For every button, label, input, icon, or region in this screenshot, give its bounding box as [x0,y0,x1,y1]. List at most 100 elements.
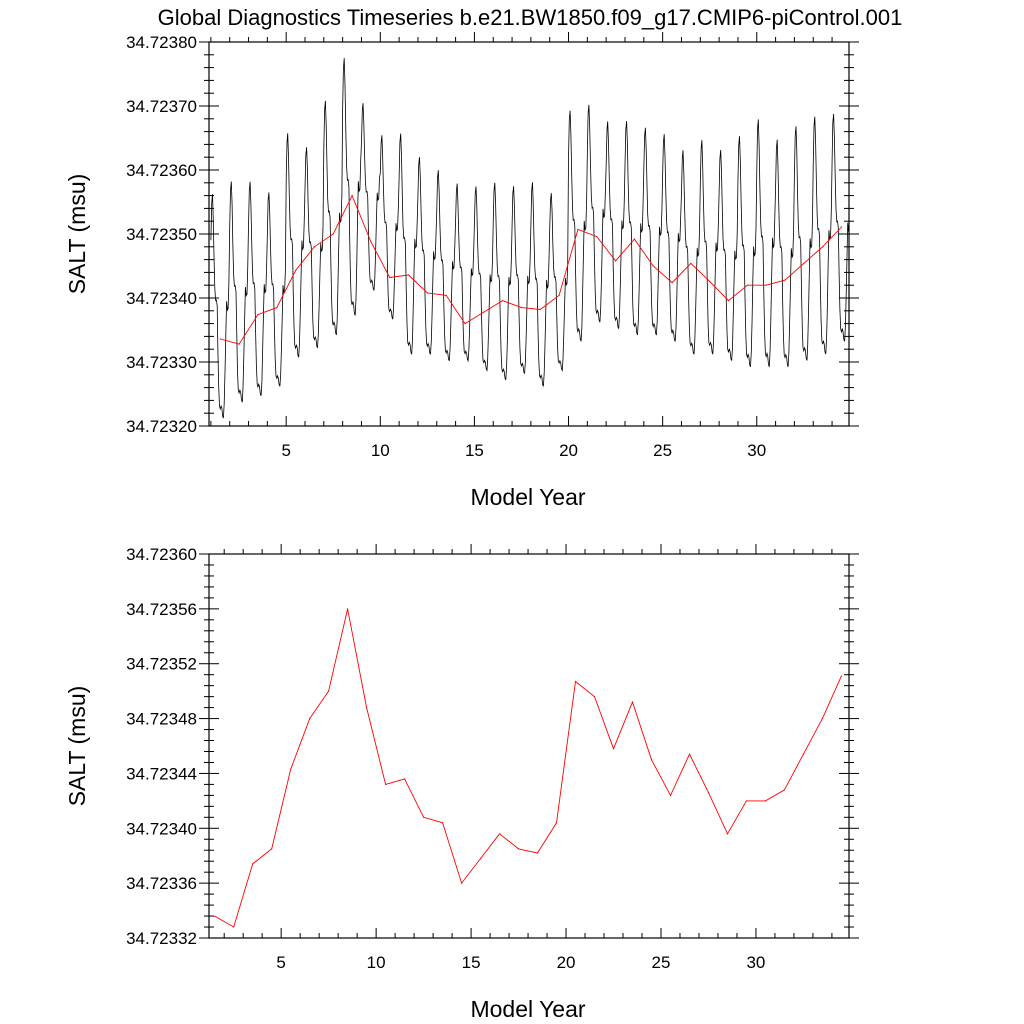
annual-mean-point [366,707,368,709]
annual-mean-point [290,768,292,770]
annual-mean-point [555,822,558,824]
annual-mean-point [309,718,311,720]
y-tick-label: 34.72348 [126,710,197,729]
annual-mean-point [461,882,463,884]
annual-mean-point [520,307,523,309]
annual-mean-point [370,241,372,243]
annual-mean-point [347,608,349,610]
annual-mean-point [252,863,254,865]
annual-mean-point [558,294,560,296]
annual-mean-point [295,269,297,272]
y-tick-label: 34.72340 [126,819,197,838]
annual-mean-point [313,246,315,248]
y-tick-label: 34.72340 [126,289,197,308]
annual-mean-point [442,822,444,824]
y-tick-label: 34.72344 [126,764,197,783]
y-tick-label: 34.72350 [126,225,197,244]
annual-mean-point [219,338,221,340]
annual-mean-point [233,926,235,928]
y-tick-label: 34.72330 [126,353,197,372]
annual-mean-point [690,262,692,264]
x-tick-label: 20 [559,441,578,460]
annual-mean-point [669,794,672,797]
y-axis-title: SALT (msu) [64,174,90,295]
annual-mean-point [821,718,824,720]
x-tick-label: 25 [653,441,672,460]
annual-mean-point [214,915,216,917]
x-tick-label: 15 [465,441,484,460]
x-tick-label: 30 [747,441,766,460]
plot-frame [208,41,850,427]
x-tick-label: 10 [367,953,386,972]
annual-mean-point [518,848,520,850]
annual-mean-series-line [220,194,842,345]
monthly-series-line [210,58,849,419]
annual-mean-point [671,282,673,284]
annual-mean-point [784,279,786,281]
annual-mean-point [650,759,653,761]
x-tick-label: 10 [371,441,390,460]
x-tick-label: 20 [557,953,576,972]
annual-mean-series-line [214,608,842,928]
annual-mean-point [464,323,466,325]
annual-mean-point [574,680,577,683]
annual-mean-point [726,833,729,835]
y-tick-label: 34.72380 [126,33,197,52]
annual-mean-point [271,848,273,850]
annual-mean-point [445,294,447,296]
annual-mean-point [499,833,501,835]
annual-mean-point [593,696,596,698]
annual-mean-point [389,276,391,279]
x-tick-label: 15 [462,953,481,972]
annual-mean-point [276,307,278,309]
annual-mean-point [707,792,710,794]
annual-mean-point [385,783,387,786]
y-tick-label: 34.72360 [126,545,197,564]
y-tick-label: 34.72370 [126,97,197,116]
x-axis-title: Model Year [470,484,585,510]
annual-mean-point [238,343,240,345]
annual-mean-point [840,226,843,228]
figure-title: Global Diagnostics Timeseries b.e21.BW18… [158,5,903,30]
annual-mean-point [480,857,482,860]
top-panel: 5 10 15 20 25 30 34.72320 34.72330 34.72340 34.72… [64,32,859,510]
y-tick-label: 34.72352 [126,655,197,674]
plot-area [214,608,843,928]
annual-mean-point [631,701,634,703]
annual-mean-point [765,284,767,286]
annual-mean-point [328,690,330,692]
x-tick-label: 5 [276,953,285,972]
annual-mean-point [746,284,749,286]
annual-mean-point [423,816,425,818]
annual-mean-point [783,789,786,791]
annual-mean-point [612,748,615,750]
y-tick-label: 34.72332 [126,929,197,948]
annual-mean-point [633,238,636,240]
annual-mean-point [802,753,805,755]
annual-mean-point [745,800,748,802]
annual-mean-point [483,311,485,313]
annual-mean-point [536,852,539,854]
x-tick-label: 5 [281,441,290,460]
plot-frame [208,553,850,939]
annual-mean-point [596,236,598,238]
annual-mean-point [332,233,334,235]
plot-area [210,58,849,419]
annual-mean-point [615,260,617,262]
y-tick-label: 34.72336 [126,874,197,893]
annual-mean-point [840,675,843,677]
annual-mean-point [404,778,406,780]
y-axis-title: SALT (msu) [64,686,90,807]
y-tick-label: 34.72356 [126,600,197,619]
bottom-panel: 5 10 15 20 25 30 34.72332 34.72336 34.72340 34.72… [64,544,859,1022]
y-tick-label: 34.72320 [126,417,197,436]
annual-mean-point [727,300,730,302]
annual-mean-point [502,300,504,302]
annual-mean-point [426,292,428,294]
annual-mean-point [764,800,767,802]
x-tick-label: 30 [746,953,765,972]
annual-mean-point [822,246,824,248]
annual-mean-point [351,195,353,197]
annual-mean-point [257,314,259,316]
